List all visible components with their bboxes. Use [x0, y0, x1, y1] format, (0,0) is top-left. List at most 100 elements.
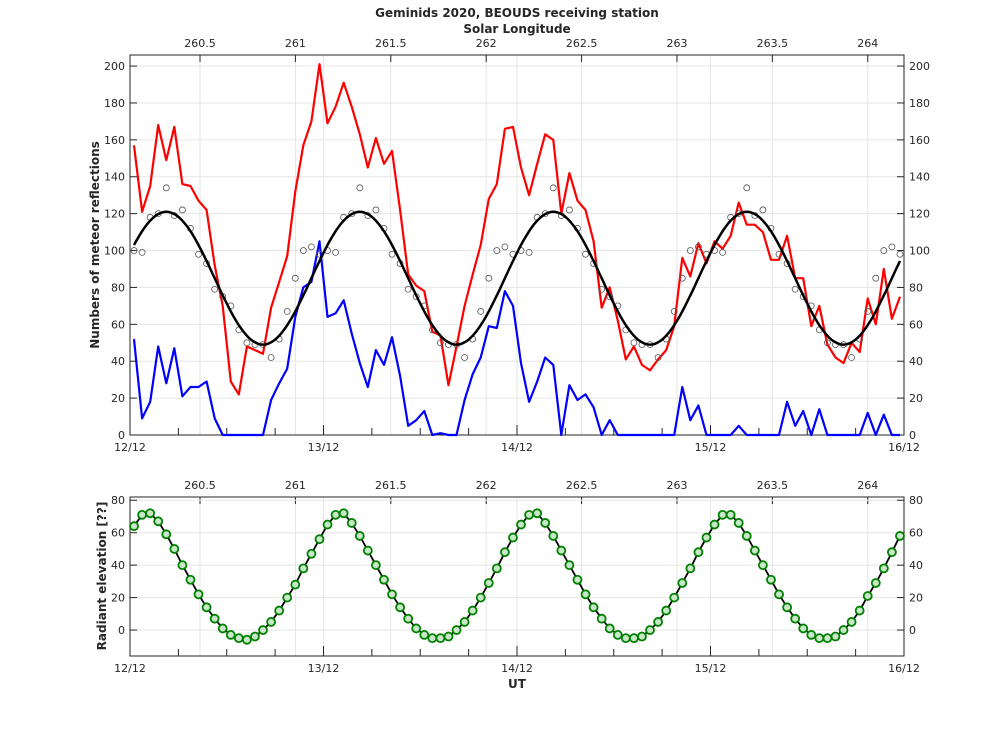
data-point-circle [162, 184, 170, 192]
elevation-point [427, 633, 438, 644]
elevation-point [532, 508, 543, 519]
elevation-point [193, 589, 204, 600]
data-point-circle [775, 250, 783, 258]
top-y-tick-label: 140 [104, 171, 125, 184]
top-y-tick-label-right: 20 [909, 392, 923, 405]
bottom-top-x-tick-label: 261 [285, 479, 306, 492]
elevation-point [177, 560, 188, 571]
elevation-point [806, 630, 817, 640]
elevation-point [556, 545, 567, 556]
data-point-circle [283, 308, 291, 315]
elevation-point [717, 509, 728, 520]
data-point-circle [299, 247, 307, 254]
bottom-top-x-tick-label: 262 [476, 479, 497, 492]
elevation-point [217, 623, 228, 634]
data-point-circle [372, 206, 380, 214]
bottom-y-tick-label: 80 [111, 494, 125, 507]
data-point-circle [485, 274, 493, 282]
top-top-x-tick-label: 262 [476, 37, 497, 50]
elevation-point [242, 634, 252, 645]
data-point-circle [598, 285, 606, 293]
elevation-point [161, 529, 172, 540]
top-y-tick-label: 100 [104, 245, 125, 258]
elevation-point [830, 631, 841, 642]
elevation-point [758, 560, 768, 571]
elevation-point [774, 589, 784, 600]
elevation-point [822, 633, 833, 644]
top-top-x-tick-label: 260.5 [184, 37, 216, 50]
data-point-circle [388, 250, 396, 258]
top-y-axis-label: Numbers of meteor reflections [88, 141, 102, 349]
elevation-point [604, 623, 615, 634]
bottom-top-x-tick-label: 263.5 [757, 479, 789, 492]
data-point-circle [670, 308, 678, 315]
elevation-point [145, 508, 156, 519]
bottom-x-tick-label: 13/12 [308, 662, 340, 675]
data-point-circle [678, 274, 686, 282]
top-y-tick-label: 40 [111, 355, 125, 368]
data-point-circle [525, 248, 533, 256]
top-y-tick-label-right: 200 [909, 60, 930, 73]
data-point-circle [654, 354, 662, 361]
elevation-point [516, 519, 526, 530]
bottom-y-tick-label-right: 40 [909, 559, 923, 572]
elevation-point [838, 625, 849, 635]
data-point-circle [211, 285, 219, 293]
elevation-point [887, 547, 897, 558]
elevation-point [411, 623, 422, 634]
elevation-point [314, 534, 325, 545]
elevation-point [258, 625, 268, 635]
elevation-point [629, 633, 639, 644]
elevation-point [701, 532, 712, 543]
elevation-point [483, 578, 494, 588]
data-point-circle [437, 339, 444, 347]
elevation-point [330, 509, 341, 520]
elevation-point [685, 563, 696, 574]
data-point-circle [291, 274, 299, 282]
top-x-tick-label: 14/12 [501, 441, 533, 454]
top-top-x-tick-label: 261.5 [375, 37, 407, 50]
elevation-point [403, 613, 414, 624]
data-point-circle [404, 285, 412, 293]
top-top-x-tick-label: 262.5 [566, 37, 598, 50]
top-y-tick-label: 80 [111, 281, 125, 294]
data-point-circle [332, 248, 339, 256]
elevation-point [338, 508, 349, 519]
bottom-y-tick-label-right: 80 [909, 494, 923, 507]
bottom-y-tick-label: 0 [118, 624, 125, 637]
top-y-tick-label-right: 100 [909, 245, 930, 258]
elevation-point [508, 532, 518, 543]
data-point-circle [477, 308, 485, 315]
data-point-circle [138, 248, 146, 256]
elevation-point [588, 602, 599, 613]
elevation-point [379, 574, 389, 585]
elevation-point [620, 633, 631, 644]
elevation-point [475, 592, 486, 603]
top-y-tick-label: 60 [111, 318, 125, 331]
data-point-circle [130, 247, 138, 254]
elevation-point [733, 518, 744, 528]
data-point-circle [791, 285, 799, 293]
data-point-circle [493, 247, 501, 254]
elevation-point [282, 592, 293, 603]
elevation-point [322, 519, 333, 530]
elevation-point [395, 602, 405, 613]
bottom-panel: 260.5 261 261.5 262 262.5 263 263.5 264 12/12 13/… [111, 479, 923, 675]
bottom-y-tick-label: 60 [111, 527, 125, 540]
blue-series-line [132, 240, 900, 437]
elevation-point [669, 592, 680, 603]
top-x-axis-label: Solar Longitude [463, 22, 570, 36]
top-top-x-tick-label: 263.5 [757, 37, 789, 50]
top-y-tick-label: 180 [104, 97, 125, 110]
chart-title: Geminids 2020, BEOUDS receiving station [375, 6, 659, 20]
elevation-point [129, 521, 139, 532]
elevation-point [709, 519, 720, 530]
elevation-point [209, 613, 220, 624]
elevation-point [895, 531, 905, 541]
data-point-circle [630, 339, 638, 347]
bottom-top-x-tick-label: 261.5 [375, 479, 407, 492]
elevation-point [306, 548, 317, 559]
elevation-point [653, 617, 663, 627]
top-y-tick-label: 200 [104, 60, 125, 73]
